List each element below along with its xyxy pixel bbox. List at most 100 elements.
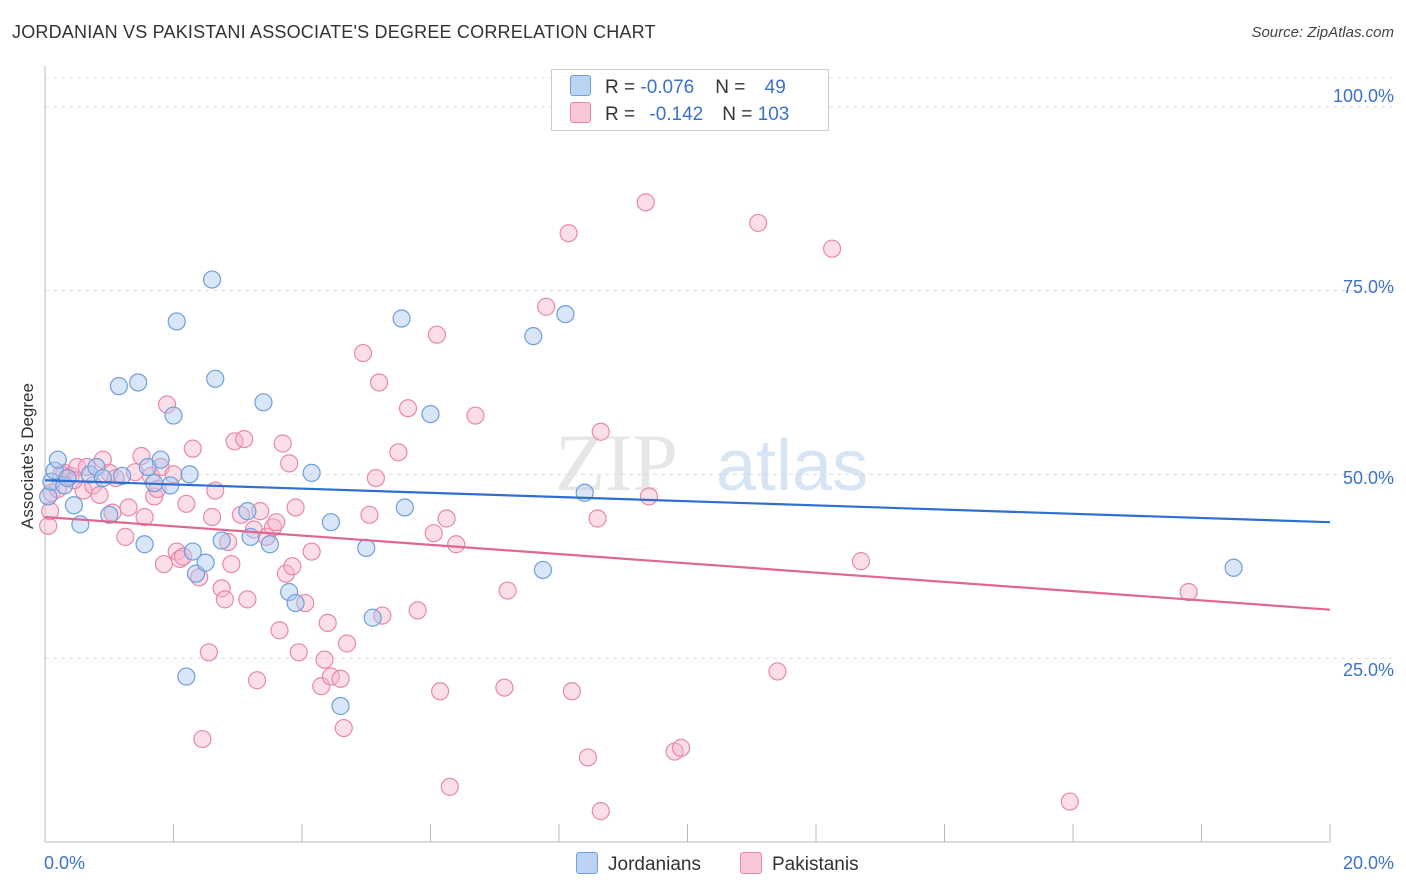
pakistanis-point xyxy=(212,579,231,598)
legend-n-label: N = xyxy=(715,77,751,98)
source-label: Source: ZipAtlas.com xyxy=(1251,24,1394,41)
legend-n-label: N = xyxy=(722,104,758,125)
pakistanis-point xyxy=(588,509,607,528)
pakistanis-point xyxy=(177,494,196,513)
y-tick-label-50: 50.0% xyxy=(1342,468,1394,488)
pakistanis-point xyxy=(749,213,768,233)
pakistanis-point xyxy=(296,593,315,613)
pakistanis-point xyxy=(1060,792,1079,811)
pakistanis-point xyxy=(193,729,212,749)
legend-r-label: R = xyxy=(605,104,641,125)
series-legend-jordanians[interactable]: Jordanians xyxy=(576,852,701,876)
jordanians-point xyxy=(556,304,575,324)
jordanians-point xyxy=(206,369,225,388)
jordanians-point xyxy=(392,309,411,328)
pakistanis-point xyxy=(267,513,286,532)
pakistanis-point xyxy=(437,509,456,528)
jordanians-point xyxy=(331,696,350,716)
pakistanis-point xyxy=(41,502,60,521)
jordanians-point xyxy=(1224,558,1243,577)
trend-lines xyxy=(44,479,1331,611)
pakistanis-point xyxy=(353,343,373,363)
pakistanis-point xyxy=(424,524,443,543)
jordanians-point xyxy=(533,560,553,580)
jordanians-point xyxy=(129,373,148,392)
jordanians-point xyxy=(286,593,305,613)
gridlines xyxy=(45,77,1392,659)
pakistanis-point xyxy=(286,498,305,517)
pakistanis-point xyxy=(431,682,450,701)
pakistanis-point xyxy=(132,446,151,466)
legend-row-jordanians: R = -0.076 N = 49 xyxy=(570,75,786,99)
pakistanis-point xyxy=(222,554,241,574)
y-axis-label: Associate's Degree xyxy=(18,383,37,529)
pakistanis-point xyxy=(302,542,321,561)
jordanians-point xyxy=(395,498,414,517)
pakistanis-point xyxy=(157,395,177,414)
pakistanis-point xyxy=(851,552,871,571)
series-swatch-jordanians xyxy=(576,852,598,874)
jordanians-trend-line xyxy=(44,479,1331,524)
series-legend-label-jordanians: Jordanians xyxy=(608,854,701,875)
jordanians-point xyxy=(196,553,215,572)
pakistanis-point xyxy=(498,581,517,600)
pakistanis-point xyxy=(312,677,331,696)
pakistanis-point xyxy=(408,601,427,620)
pakistanis-point xyxy=(289,643,308,662)
series-swatch-pakistanis xyxy=(740,852,762,874)
legend-swatch-jordanians xyxy=(570,75,591,96)
axes xyxy=(44,66,1331,843)
pakistanis-point xyxy=(466,406,485,425)
jordanians-point xyxy=(321,513,341,532)
pakistanis-point xyxy=(135,507,154,527)
pakistanis-point xyxy=(280,454,299,473)
pakistanis-point xyxy=(219,532,238,552)
pakistanis-point xyxy=(427,325,447,344)
jordanians-point xyxy=(177,667,196,686)
pakistanis-point xyxy=(370,373,389,392)
legend-n-value-pakistanis: 103 xyxy=(757,104,790,125)
pakistanis-point xyxy=(270,621,289,640)
jordanians-point xyxy=(93,468,112,488)
pakistanis-point xyxy=(591,422,610,441)
jordanians-point xyxy=(280,582,299,602)
pakistanis-point xyxy=(440,777,459,796)
pakistanis-point xyxy=(822,239,842,258)
pakistanis-point xyxy=(276,564,296,583)
jordanians-point xyxy=(135,535,154,554)
watermark-atlas: atlas xyxy=(716,426,868,506)
watermark-zip: ZIP xyxy=(555,417,678,508)
pakistanis-point xyxy=(215,590,234,609)
pakistanis-point xyxy=(366,468,385,488)
pakistanis-point xyxy=(671,738,691,757)
pakistanis-point xyxy=(199,643,218,662)
series-legend-pakistanis[interactable]: Pakistanis xyxy=(740,852,859,876)
legend-swatch-pakistanis xyxy=(570,102,591,123)
jordanians-point xyxy=(357,538,376,558)
pakistanis-point xyxy=(202,507,222,527)
legend-n-value-jordanians: 49 xyxy=(764,77,786,98)
jordanians-point xyxy=(180,465,199,484)
jordanians-point xyxy=(109,377,128,396)
pakistanis-point xyxy=(247,671,267,690)
pakistanis-point xyxy=(174,547,193,566)
jordanians-point xyxy=(64,496,84,515)
jordanians-point xyxy=(100,505,119,524)
pakistanis-point xyxy=(636,193,655,212)
jordanians-point xyxy=(167,312,186,331)
jordanians-point xyxy=(212,531,231,550)
pakistanis-point xyxy=(768,662,787,681)
pakistanis-point xyxy=(119,498,138,517)
legend-r-value-pakistanis: -0.142 xyxy=(649,104,704,125)
x-tick-label-max: 20.0% xyxy=(1342,853,1394,873)
jordanians-point xyxy=(260,535,279,554)
pakistanis-point xyxy=(318,613,337,632)
pakistanis-point xyxy=(591,802,610,821)
pakistanis-point xyxy=(495,678,514,697)
pakistanis-point xyxy=(283,557,302,576)
jordanians-point xyxy=(112,466,132,485)
pakistanis-trend-line xyxy=(44,515,1331,611)
jordanians-point xyxy=(39,487,58,506)
pakistanis-point xyxy=(235,429,254,449)
pakistanis-point xyxy=(334,718,353,738)
